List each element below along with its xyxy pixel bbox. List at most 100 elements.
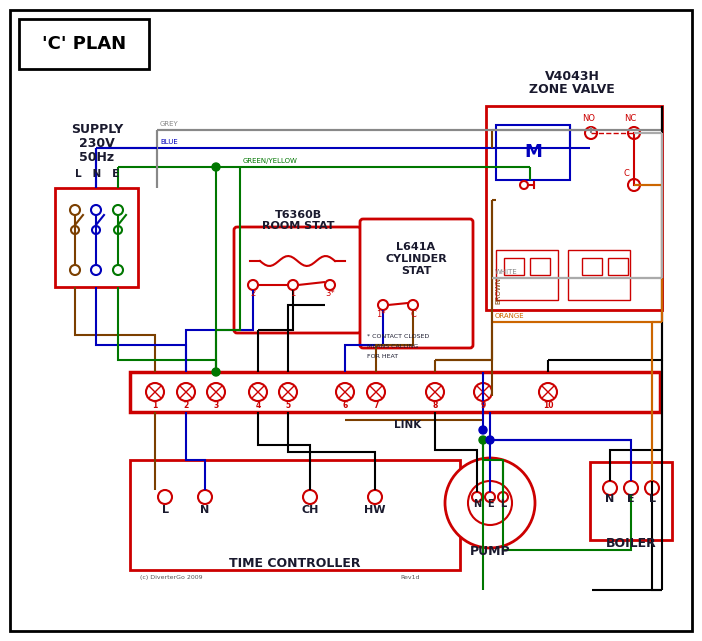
Text: 3: 3 xyxy=(213,401,218,410)
FancyBboxPatch shape xyxy=(486,106,662,310)
Text: ZONE VALVE: ZONE VALVE xyxy=(529,83,615,96)
Text: 6: 6 xyxy=(343,401,347,410)
Text: 7: 7 xyxy=(373,401,378,410)
Text: 5: 5 xyxy=(286,401,291,410)
Text: FOR HEAT: FOR HEAT xyxy=(367,354,398,359)
Circle shape xyxy=(198,490,212,504)
Circle shape xyxy=(485,492,495,502)
FancyBboxPatch shape xyxy=(130,460,460,570)
Circle shape xyxy=(279,383,297,401)
Circle shape xyxy=(628,179,640,191)
FancyBboxPatch shape xyxy=(568,250,630,300)
Text: E: E xyxy=(486,499,494,509)
Text: NO: NO xyxy=(582,114,595,123)
Circle shape xyxy=(479,436,487,444)
Text: T6360B: T6360B xyxy=(274,210,322,220)
Circle shape xyxy=(70,205,80,215)
Circle shape xyxy=(498,492,508,502)
Circle shape xyxy=(212,368,220,376)
Circle shape xyxy=(378,300,388,310)
Circle shape xyxy=(91,205,101,215)
Circle shape xyxy=(367,383,385,401)
Circle shape xyxy=(539,383,557,401)
Circle shape xyxy=(248,280,258,290)
Circle shape xyxy=(520,181,528,189)
Circle shape xyxy=(645,481,659,495)
Circle shape xyxy=(288,280,298,290)
Text: 50Hz: 50Hz xyxy=(79,151,114,164)
Text: L: L xyxy=(500,499,506,509)
Text: 1: 1 xyxy=(291,289,296,298)
Text: 3*: 3* xyxy=(325,289,335,298)
Text: CH: CH xyxy=(301,505,319,515)
FancyBboxPatch shape xyxy=(590,462,672,540)
Text: * CONTACT CLOSED: * CONTACT CLOSED xyxy=(367,334,429,339)
Text: 2: 2 xyxy=(251,289,256,298)
Text: ROOM STAT: ROOM STAT xyxy=(262,221,334,231)
Circle shape xyxy=(445,458,535,548)
FancyBboxPatch shape xyxy=(10,10,692,631)
Text: C: C xyxy=(624,169,630,178)
Text: 230V: 230V xyxy=(79,137,115,150)
Text: WHITE: WHITE xyxy=(495,269,518,275)
Text: V4043H: V4043H xyxy=(545,70,600,83)
Circle shape xyxy=(585,127,597,139)
FancyBboxPatch shape xyxy=(55,188,138,287)
Text: 8: 8 xyxy=(432,401,437,410)
Text: BLUE: BLUE xyxy=(160,139,178,145)
Text: NC: NC xyxy=(624,114,636,123)
Circle shape xyxy=(146,383,164,401)
FancyBboxPatch shape xyxy=(360,219,473,348)
Text: L641A: L641A xyxy=(397,242,435,252)
Circle shape xyxy=(474,383,492,401)
Text: N: N xyxy=(605,494,615,504)
Circle shape xyxy=(479,426,487,434)
Circle shape xyxy=(426,383,444,401)
Text: MEANS CALLING: MEANS CALLING xyxy=(367,344,418,349)
Text: STAT: STAT xyxy=(401,266,431,276)
FancyBboxPatch shape xyxy=(496,250,558,300)
Text: M: M xyxy=(524,143,542,161)
Circle shape xyxy=(472,492,482,502)
Text: LINK: LINK xyxy=(395,420,422,430)
Text: 4: 4 xyxy=(256,401,260,410)
Circle shape xyxy=(468,481,512,525)
Text: L: L xyxy=(161,505,168,515)
Circle shape xyxy=(325,280,335,290)
FancyBboxPatch shape xyxy=(130,372,660,412)
Text: (c) DiverterGo 2009: (c) DiverterGo 2009 xyxy=(140,575,203,580)
FancyBboxPatch shape xyxy=(608,258,628,275)
Circle shape xyxy=(603,481,617,495)
Circle shape xyxy=(158,490,172,504)
Text: L: L xyxy=(649,494,656,504)
Text: BROWN: BROWN xyxy=(495,276,501,303)
FancyBboxPatch shape xyxy=(19,19,149,69)
Text: 2: 2 xyxy=(183,401,189,410)
Text: 'C' PLAN: 'C' PLAN xyxy=(42,35,126,53)
Circle shape xyxy=(114,226,122,234)
Text: E: E xyxy=(627,494,635,504)
Text: GREEN/YELLOW: GREEN/YELLOW xyxy=(243,158,298,164)
Circle shape xyxy=(628,127,640,139)
Circle shape xyxy=(91,265,101,275)
Text: GREY: GREY xyxy=(160,121,179,127)
Circle shape xyxy=(624,481,638,495)
Text: N: N xyxy=(200,505,210,515)
Text: ORANGE: ORANGE xyxy=(495,313,524,319)
Circle shape xyxy=(70,265,80,275)
FancyBboxPatch shape xyxy=(530,258,550,275)
FancyBboxPatch shape xyxy=(496,125,570,180)
Circle shape xyxy=(71,226,79,234)
Circle shape xyxy=(207,383,225,401)
Circle shape xyxy=(92,226,100,234)
FancyBboxPatch shape xyxy=(504,258,524,275)
Text: C: C xyxy=(410,310,416,319)
Text: CYLINDER: CYLINDER xyxy=(385,254,447,264)
Text: 9: 9 xyxy=(480,401,486,410)
Text: Rev1d: Rev1d xyxy=(400,575,420,580)
FancyBboxPatch shape xyxy=(234,227,361,333)
Circle shape xyxy=(212,163,220,171)
Text: SUPPLY: SUPPLY xyxy=(71,123,123,136)
Text: PUMP: PUMP xyxy=(470,545,510,558)
Circle shape xyxy=(408,300,418,310)
